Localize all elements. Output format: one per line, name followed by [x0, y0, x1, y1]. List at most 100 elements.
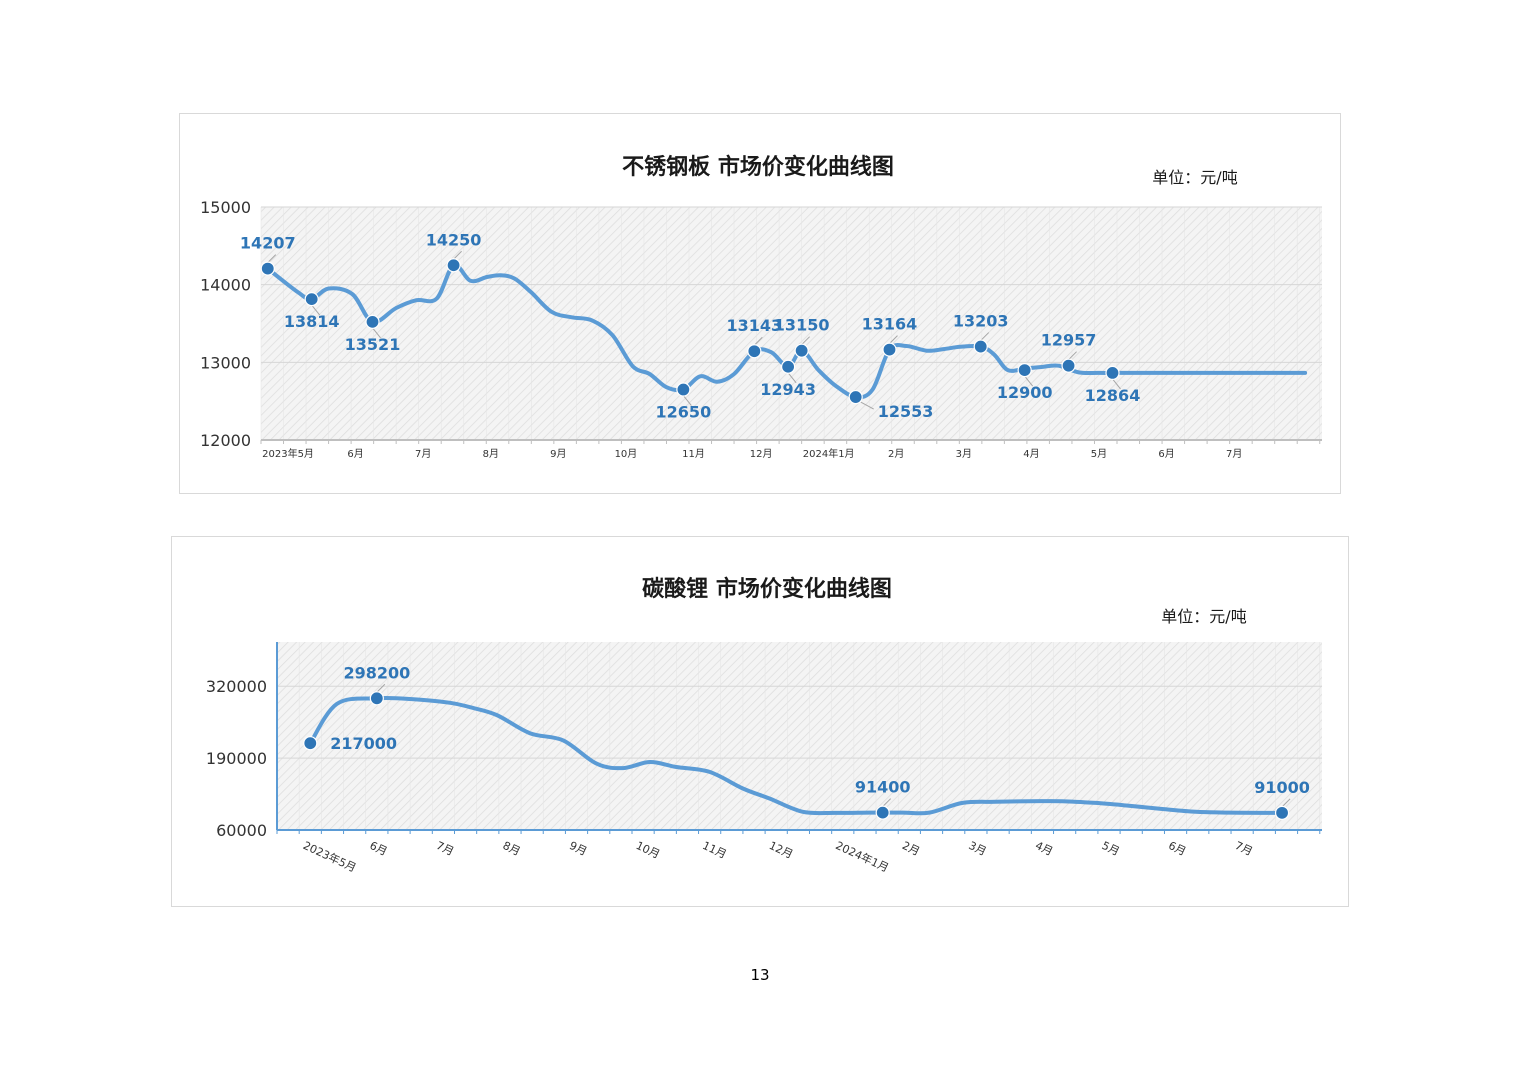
x-tick-label: 2024年1月 — [803, 447, 855, 460]
y-tick-label: 60000 — [216, 821, 267, 840]
data-label: 12553 — [878, 402, 934, 421]
data-label: 14207 — [240, 234, 296, 253]
x-tick-label: 5月 — [1091, 448, 1107, 460]
data-point-marker — [848, 389, 863, 405]
data-label: 217000 — [330, 734, 397, 753]
data-label-leader — [376, 683, 386, 693]
data-point-marker — [365, 314, 380, 329]
data-label: 298200 — [343, 663, 410, 682]
data-point-marker — [369, 691, 384, 706]
data-label-leader — [980, 332, 990, 341]
data-label: 12957 — [1041, 331, 1097, 350]
data-label-leader — [787, 372, 797, 384]
x-tick-label: 2月 — [888, 448, 904, 460]
data-point-marker — [973, 339, 988, 354]
x-tick-label: 8月 — [501, 839, 523, 858]
chart-title: 碳酸锂 市场价变化曲线图 — [642, 576, 892, 602]
unit-label: 单位：元/吨 — [1161, 607, 1246, 626]
x-tick-label: 2月 — [900, 839, 922, 858]
x-tick-label: 12月 — [750, 448, 773, 460]
x-tick-label: 5月 — [1100, 839, 1122, 858]
data-label-leader — [1281, 798, 1291, 808]
stainless-steel-price-chart: 不锈钢板 市场价变化曲线图 单位：元/吨 15000 14000 13000 1200… — [200, 154, 1322, 460]
data-label: 13143 — [726, 316, 782, 335]
data-label: 13203 — [953, 312, 1009, 331]
x-tick-label: 6月 — [347, 448, 363, 460]
data-point-marker — [260, 261, 275, 276]
lithium-carbonate-price-chart: 碳酸锂 市场价变化曲线图 单位：元/吨 320000 190000 60000 202… — [206, 576, 1322, 875]
x-tick-label: 6月 — [1166, 839, 1188, 858]
unit-label: 单位：元/吨 — [1152, 168, 1237, 187]
data-point-marker — [676, 382, 691, 397]
data-label-leader — [889, 335, 898, 344]
data-label: 12864 — [1085, 386, 1141, 405]
y-tick-label: 190000 — [206, 749, 267, 768]
data-label: 13150 — [774, 316, 830, 335]
data-point-marker — [446, 258, 461, 273]
data-label: 12650 — [656, 403, 712, 422]
x-tick-label: 10月 — [615, 448, 638, 460]
plot-area: 15000 14000 13000 12000 2023年5月 6月 7月 8月 9月 10月 11… — [200, 198, 1322, 460]
x-tick-label: 11月 — [700, 839, 728, 861]
data-point-marker — [794, 343, 809, 358]
data-label-leader — [311, 304, 321, 316]
data-label-leader — [1112, 378, 1121, 390]
x-tick-label: 12月 — [767, 839, 795, 861]
data-label: 91400 — [855, 778, 911, 797]
data-label: 91000 — [1254, 778, 1310, 797]
data-label-leader — [372, 327, 381, 339]
x-tick-label: 2023年5月 — [262, 447, 314, 460]
page-number: 13 — [750, 966, 770, 984]
x-tick-label: 7月 — [1226, 448, 1242, 460]
lithium-carbonate-chart-panel: 碳酸锂 市场价变化曲线图 单位：元/吨 320000 190000 60000 202… — [171, 536, 1349, 907]
x-tick-label: 8月 — [483, 448, 499, 460]
x-tick-label: 9月 — [567, 839, 589, 858]
data-point-marker — [1274, 805, 1290, 820]
data-point-marker — [303, 736, 318, 751]
data-point-marker — [304, 292, 319, 307]
x-tick-label: 11月 — [682, 448, 705, 460]
x-tick-label: 6月 — [1158, 448, 1174, 460]
x-tick-label: 3月 — [967, 839, 989, 858]
data-point-marker — [1017, 363, 1032, 378]
x-tick-label: 2024年1月 — [833, 838, 891, 875]
x-tick-label: 7月 — [415, 448, 431, 460]
data-label-leader — [682, 395, 692, 406]
plot-background — [261, 207, 1322, 440]
data-label: 12900 — [997, 383, 1053, 402]
data-label: 13814 — [284, 312, 340, 331]
data-point-marker — [747, 344, 762, 359]
plot-background — [277, 642, 1322, 830]
data-label: 14250 — [426, 230, 482, 249]
data-point-marker — [1105, 365, 1120, 380]
x-tick-label: 2023年5月 — [301, 838, 359, 875]
stainless-steel-chart-panel: 不锈钢板 市场价变化曲线图 单位：元/吨 15000 14000 13000 1200… — [179, 113, 1341, 494]
data-point-marker — [781, 359, 796, 374]
x-tick-label: 10月 — [634, 839, 662, 861]
x-tick-label: 4月 — [1033, 839, 1055, 858]
data-point-marker — [1061, 358, 1076, 373]
data-label: 13164 — [862, 315, 918, 334]
x-tick-label: 3月 — [956, 448, 972, 460]
y-tick-label: 15000 — [200, 198, 251, 217]
data-label-leader — [1024, 375, 1034, 387]
data-label-leader — [753, 336, 763, 346]
y-tick-label: 13000 — [200, 353, 251, 372]
data-label-leader — [267, 254, 277, 263]
x-tick-label: 7月 — [434, 839, 456, 858]
data-label: 13521 — [345, 335, 401, 354]
x-tick-label: 6月 — [368, 839, 390, 858]
y-tick-label: 320000 — [206, 677, 267, 696]
y-tick-label: 14000 — [200, 276, 251, 295]
series-line — [308, 695, 1285, 816]
y-tick-label: 12000 — [200, 431, 251, 450]
data-point-marker — [875, 805, 890, 820]
data-label: 12943 — [760, 380, 816, 399]
data-label-leader — [453, 250, 462, 260]
plot-area: 320000 190000 60000 2023年5月 6月 7月 8月 9月 10月 11月 12… — [206, 642, 1322, 875]
x-tick-label: 9月 — [550, 448, 566, 460]
data-label-leader — [882, 798, 892, 807]
x-tick-label: 4月 — [1023, 448, 1039, 460]
data-label-leader — [860, 401, 874, 410]
data-label-leader — [1068, 351, 1077, 361]
